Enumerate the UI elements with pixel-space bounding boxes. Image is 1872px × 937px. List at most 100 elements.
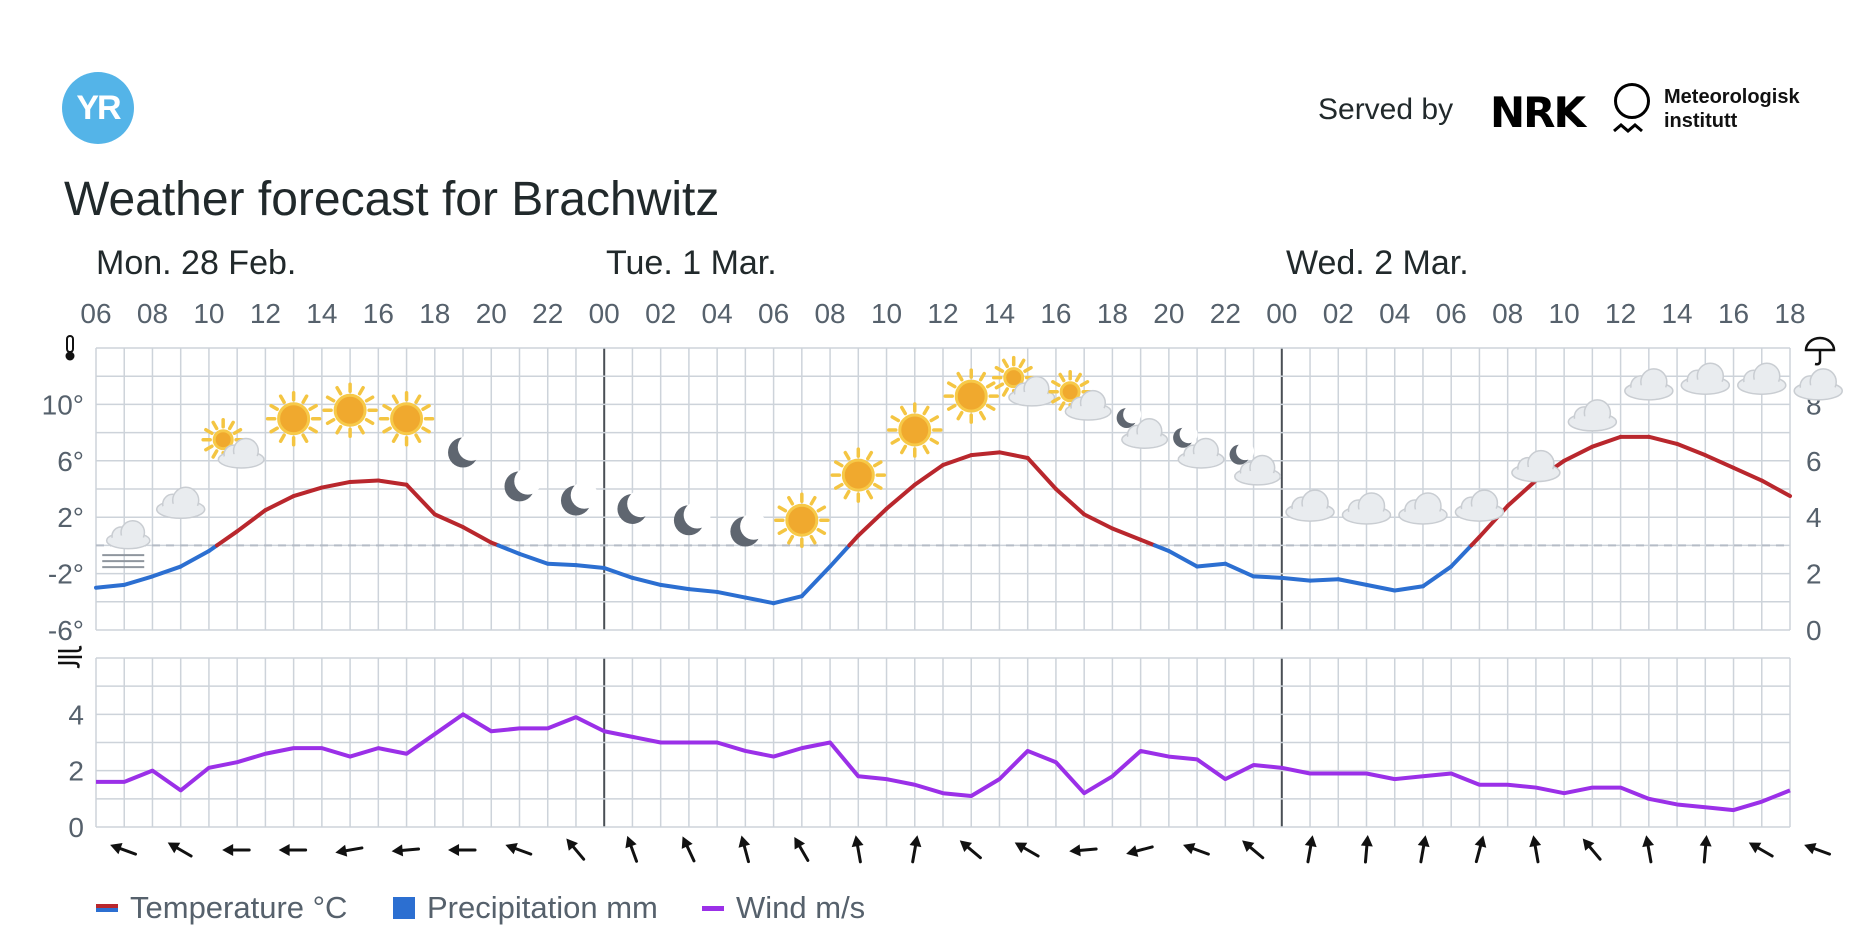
temperature-segment [348,478,381,484]
legend-precipitation[interactable]: Precipitation mm [393,890,658,926]
sun-disc [954,379,988,413]
temperature-segment [461,525,494,545]
temperature-segment [1703,453,1736,470]
temperature-segment [319,479,353,490]
temperature-segment [215,529,240,548]
sun-ray [421,426,431,434]
hour-tick-labels: 06 08 10 12 14 16 18 20 22 00 02 04 06 08 10 12 14 16 18 20… [80,298,1805,329]
wind-arrow-icon [1304,835,1317,864]
sun-ray [873,482,883,490]
moon-icon [448,433,485,468]
sun-icon [830,447,887,503]
sun-ray [985,381,996,389]
yr-logo[interactable]: YR [62,72,134,144]
hour-tick-label: 12 [250,298,281,329]
met-logo-text[interactable]: Meteorologisk institutt [1664,86,1800,132]
hour-tick-label: 20 [1153,298,1184,329]
sun-ray [956,410,964,421]
sun-ray [777,505,788,513]
hour-tick-label: 06 [758,298,789,329]
sun-icon [943,368,999,424]
wind-arrow-icon [391,844,421,857]
temperature-segment [1646,434,1680,446]
yr-logo-text: YR [76,88,121,127]
hour-tick-label: 04 [702,298,733,329]
temperature-segment [1590,434,1623,449]
wind-arrow-icon [1642,835,1655,864]
sun-disc [841,458,875,492]
sun-ray [325,417,336,425]
temperature-segment [496,543,522,556]
cloud-fill [158,503,203,518]
sun-ray [364,395,375,403]
wind-arrow-icon [278,844,308,856]
partly-cloudy-day-icon [1048,370,1112,421]
wind-series [96,712,1791,813]
wind-arrow-icon [1242,840,1265,860]
arrow-head [909,835,922,848]
cloudy-icon [1793,368,1843,401]
temperature-segment [1449,543,1474,569]
thermometer-icon [65,335,75,361]
wind-arrow-icon [909,835,922,864]
sun-ray [946,381,957,389]
sun-disc [277,402,311,436]
legend-wind[interactable]: Wind m/s [702,890,865,926]
temperature-segment [1308,577,1341,583]
arrow-head [1804,842,1817,855]
arrow-head [1529,835,1542,848]
temperature-segment [1053,487,1087,517]
temperature-segment [602,565,635,580]
nrk-logo[interactable]: NRK [1490,88,1586,137]
sun-ray [922,444,930,455]
served-by-label: Served by [1318,93,1454,126]
sun-ray [978,371,986,382]
temperature-segment [771,594,804,606]
sun-ray [890,415,901,423]
hour-tick-label: 10 [1549,298,1580,329]
temperature-axis-label: 6° [57,446,84,477]
moon-shadow [457,433,485,461]
wind-arrow-icon [1069,844,1098,857]
arrow-head [1126,845,1139,857]
hour-tick-label: 16 [1718,298,1749,329]
weather-symbols [102,355,1843,569]
hour-tick-label: 16 [1040,298,1071,329]
cloud-fill [1123,433,1166,448]
sun-ray [956,371,964,382]
temperature-segment [1279,575,1313,583]
hour-tick-label: 08 [814,298,845,329]
sun-ray [834,482,844,490]
cloud-fill [1796,384,1841,399]
wind-arrow-icon [959,840,982,860]
sun-ray [777,527,788,535]
moon-shadow [570,481,598,509]
temperature-segment [1223,561,1256,579]
sun-ray [1058,372,1066,383]
temperature-segment [94,582,127,590]
wind-arrow-icon [1699,835,1712,864]
hour-tick-label: 14 [984,298,1015,329]
precipitation-axis-label: 0 [1806,615,1822,646]
sun-ray [985,403,996,411]
sun-ray [787,495,795,506]
sun-ray [809,534,817,545]
arrow-head [1642,835,1655,848]
hour-tick-label: 00 [1266,298,1297,329]
temperature-segment [912,463,945,487]
arrow-head [1069,844,1081,857]
legend-temperature[interactable]: Temperature °C [96,890,347,926]
temperature-segment [1025,455,1058,491]
cloudy-icon [1680,362,1731,395]
legend-precipitation-swatch [393,897,415,919]
arrow-head [1304,835,1317,848]
cloudy-icon [1398,492,1448,525]
arrow-head [1699,835,1712,847]
sun-disc [1003,367,1025,389]
wind-arrow-icon [1014,842,1040,858]
sun-ray [1018,358,1026,369]
arrow-head [505,842,518,855]
sun-ray [335,385,343,396]
wind-arrow-icon [625,835,639,863]
arrow-head [222,844,234,856]
